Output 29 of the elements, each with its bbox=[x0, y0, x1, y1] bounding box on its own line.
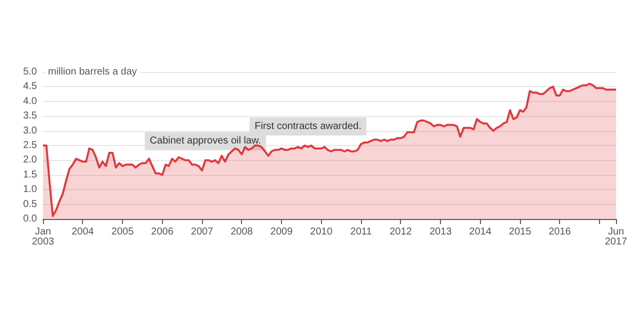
y-tick-label: 3.5 bbox=[23, 110, 38, 122]
annotation: Cabinet approves oil law. bbox=[150, 136, 261, 147]
y-tick-label: 1.0 bbox=[23, 184, 38, 196]
x-tick-label: 2004 bbox=[72, 226, 94, 238]
x-tick-label: 2009 bbox=[270, 226, 294, 238]
x-tick-label: 2012 bbox=[390, 226, 412, 238]
x-tick-label: 2008 bbox=[230, 226, 254, 238]
y-tick-label: 2.0 bbox=[23, 154, 38, 166]
y-tick-label: 0.5 bbox=[23, 198, 38, 210]
x-tick-label: 2014 bbox=[469, 226, 492, 238]
y-tick-label: 0.0 bbox=[23, 214, 38, 224]
x-tick-label: 2010 bbox=[310, 226, 333, 238]
x-tick-label: 2006 bbox=[151, 226, 174, 238]
y-tick-label: 3.0 bbox=[23, 125, 38, 136]
x-tick-label: 2011 bbox=[350, 226, 372, 238]
y-tick-label: 2.5 bbox=[23, 140, 38, 151]
x-tick-label: Jan 2003 bbox=[32, 226, 55, 248]
x-tick-label: 2015 bbox=[508, 226, 532, 238]
x-tick-label: 2007 bbox=[190, 226, 214, 238]
x-tick-label: 2016 bbox=[548, 226, 572, 238]
x-tick-label: 2005 bbox=[111, 226, 134, 238]
annotation: First contracts awarded. bbox=[254, 121, 362, 132]
y-tick-label: 4.0 bbox=[23, 96, 38, 107]
y-tick-label: 5.0 bbox=[23, 66, 38, 78]
y-tick-label: 1.5 bbox=[23, 169, 38, 180]
x-tick-label: Jun 2017 bbox=[604, 226, 628, 248]
y-tick-label: 4.5 bbox=[23, 81, 38, 92]
y-axis-title: million barrels a day bbox=[48, 66, 137, 78]
x-tick-label: 2013 bbox=[429, 226, 452, 238]
